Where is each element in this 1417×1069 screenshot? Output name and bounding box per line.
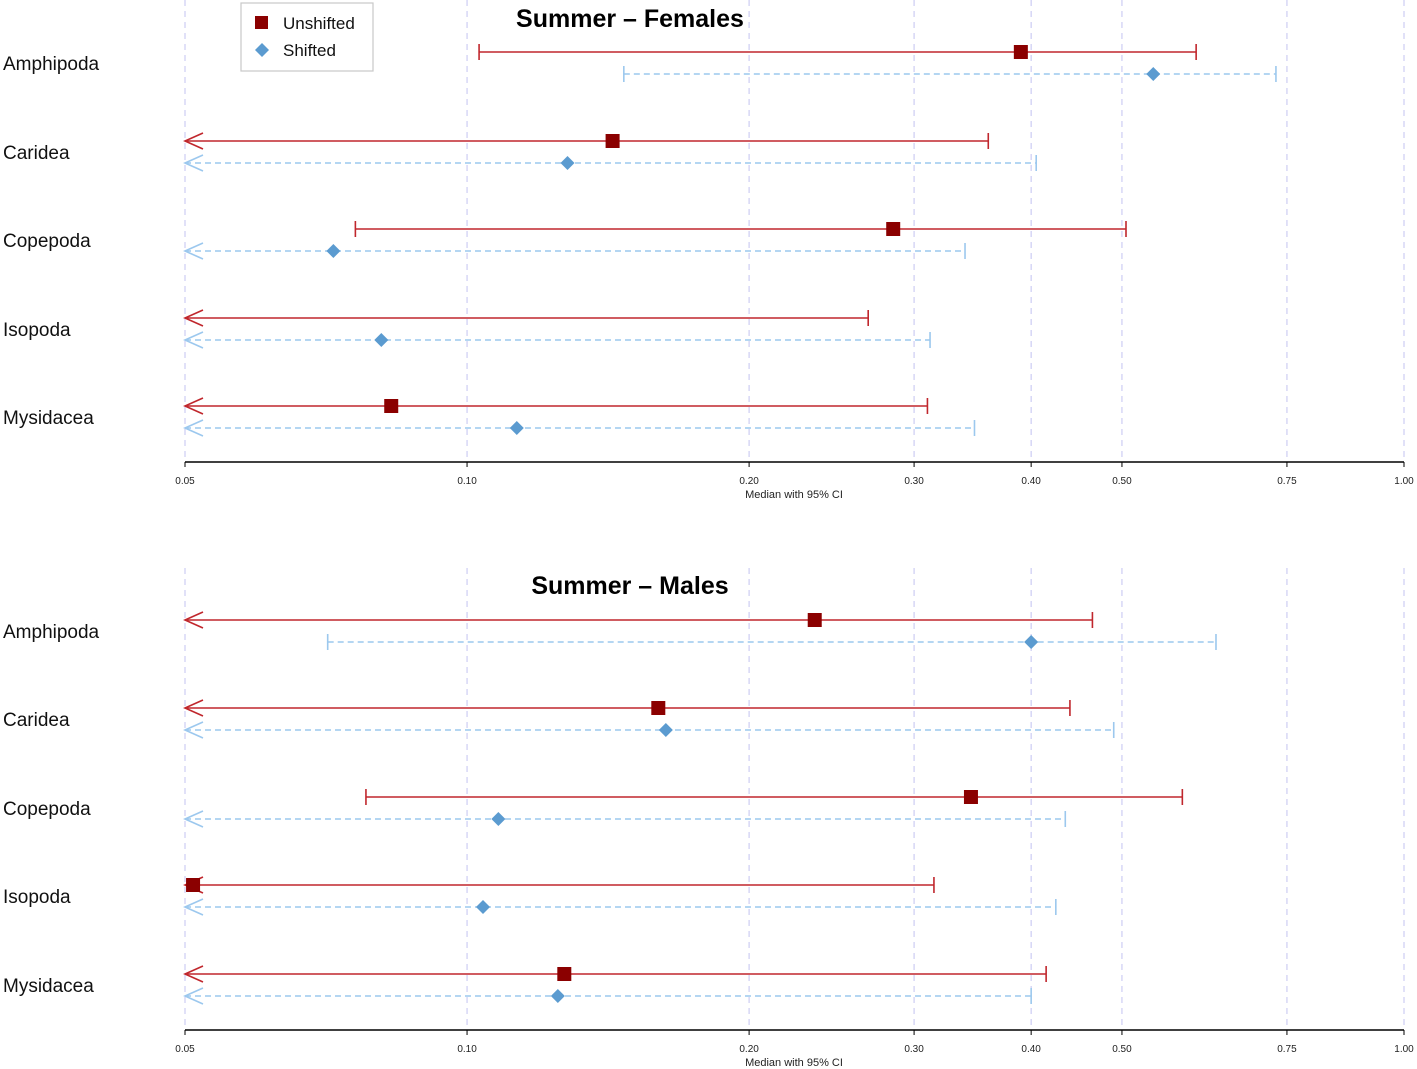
- median-marker-females-mysidacea-shifted: [509, 421, 524, 435]
- legend-box: [240, 2, 374, 72]
- category-label-males-isopoda: Isopoda: [3, 887, 71, 908]
- median-marker-females-copepoda-shifted: [326, 244, 341, 258]
- ci-lower-arrow-females-caridea-unshifted: [183, 132, 204, 150]
- tick-label-males-0.75: 0.75: [1277, 1044, 1297, 1055]
- median-marker-females-caridea-unshifted: [605, 134, 620, 148]
- median-marker-males-copepoda-unshifted: [963, 790, 978, 804]
- legend-unshifted-marker: [255, 16, 268, 29]
- median-marker-males-isopoda-unshifted: [186, 878, 201, 892]
- tick-label-females-0.10: 0.10: [457, 476, 477, 487]
- x-axis-label-females: Median with 95% CI: [745, 489, 843, 501]
- category-label-females-caridea: Caridea: [3, 143, 70, 164]
- ci-lower-arrow-females-isopoda-shifted: [183, 331, 204, 349]
- chart-title-females: Summer – Females: [516, 5, 744, 33]
- median-marker-males-amphipoda-shifted: [1024, 635, 1039, 649]
- tick-label-males-0.10: 0.10: [457, 1044, 477, 1055]
- panel-males: 0.05 0.10 0.20 0.30 0.40 0.50 0.75 1.00 Median w…: [3, 568, 1414, 1069]
- chart-title-males: Summer – Males: [531, 572, 728, 600]
- ci-lower-arrow-females-caridea-shifted: [183, 154, 204, 172]
- median-marker-females-isopoda-shifted: [374, 333, 389, 347]
- category-label-males-amphipoda: Amphipoda: [3, 622, 100, 643]
- category-label-females-mysidacea: Mysidacea: [3, 408, 94, 429]
- ci-lower-arrow-males-mysidacea-unshifted: [183, 965, 204, 983]
- category-label-females-amphipoda: Amphipoda: [3, 54, 100, 75]
- category-label-males-caridea: Caridea: [3, 710, 70, 731]
- ci-lower-arrow-males-mysidacea-shifted: [183, 987, 204, 1005]
- legend: Unshifted Shifted: [240, 2, 374, 72]
- tick-label-males-1.00: 1.00: [1394, 1044, 1414, 1055]
- tick-label-females-0.40: 0.40: [1021, 476, 1041, 487]
- median-marker-males-mysidacea-shifted: [550, 989, 565, 1003]
- category-label-males-copepoda: Copepoda: [3, 799, 91, 820]
- tick-label-males-0.05: 0.05: [175, 1044, 195, 1055]
- median-marker-females-copepoda-unshifted: [886, 222, 901, 236]
- tick-label-females-1.00: 1.00: [1394, 476, 1414, 487]
- tick-label-males-0.40: 0.40: [1021, 1044, 1041, 1055]
- tick-label-males-0.50: 0.50: [1112, 1044, 1132, 1055]
- x-axis-label-males: Median with 95% CI: [745, 1057, 843, 1069]
- median-marker-males-amphipoda-unshifted: [807, 613, 822, 627]
- ci-lower-arrow-males-caridea-shifted: [183, 721, 204, 739]
- category-label-females-copepoda: Copepoda: [3, 231, 91, 252]
- tick-label-males-0.30: 0.30: [904, 1044, 924, 1055]
- tick-label-females-0.05: 0.05: [175, 476, 195, 487]
- tick-label-females-0.30: 0.30: [904, 476, 924, 487]
- category-label-females-isopoda: Isopoda: [3, 320, 71, 341]
- legend-unshifted-label: Unshifted: [283, 14, 355, 33]
- median-marker-males-caridea-shifted: [658, 723, 673, 737]
- ci-lower-arrow-females-mysidacea-shifted: [183, 419, 204, 437]
- panel-females: 0.05 0.10 0.20 0.30 0.40 0.50 0.75 1.00 Median w…: [3, 0, 1414, 501]
- median-marker-females-mysidacea-unshifted: [384, 399, 399, 413]
- ci-lower-arrow-males-amphipoda-unshifted: [183, 611, 204, 629]
- median-marker-females-amphipoda-unshifted: [1013, 45, 1028, 59]
- tick-label-females-0.50: 0.50: [1112, 476, 1132, 487]
- median-marker-males-copepoda-shifted: [491, 812, 506, 826]
- median-marker-males-caridea-unshifted: [651, 701, 666, 715]
- median-marker-females-caridea-shifted: [560, 156, 575, 170]
- ci-lower-arrow-females-copepoda-shifted: [183, 242, 204, 260]
- tick-label-females-0.20: 0.20: [739, 476, 759, 487]
- tick-label-males-0.20: 0.20: [739, 1044, 759, 1055]
- ci-lower-arrow-females-isopoda-unshifted: [183, 309, 204, 327]
- ci-lower-arrow-males-isopoda-shifted: [183, 898, 204, 916]
- median-marker-males-isopoda-shifted: [476, 900, 491, 914]
- category-label-males-mysidacea: Mysidacea: [3, 976, 94, 997]
- tick-label-females-0.75: 0.75: [1277, 476, 1297, 487]
- ci-lower-arrow-females-mysidacea-unshifted: [183, 397, 204, 415]
- legend-shifted-label: Shifted: [283, 41, 336, 60]
- ci-lower-arrow-males-copepoda-shifted: [183, 810, 204, 828]
- median-marker-females-amphipoda-shifted: [1146, 67, 1161, 81]
- median-marker-males-mysidacea-unshifted: [557, 967, 572, 981]
- legend-shifted-marker: [255, 43, 269, 57]
- ci-lower-arrow-males-caridea-unshifted: [183, 699, 204, 717]
